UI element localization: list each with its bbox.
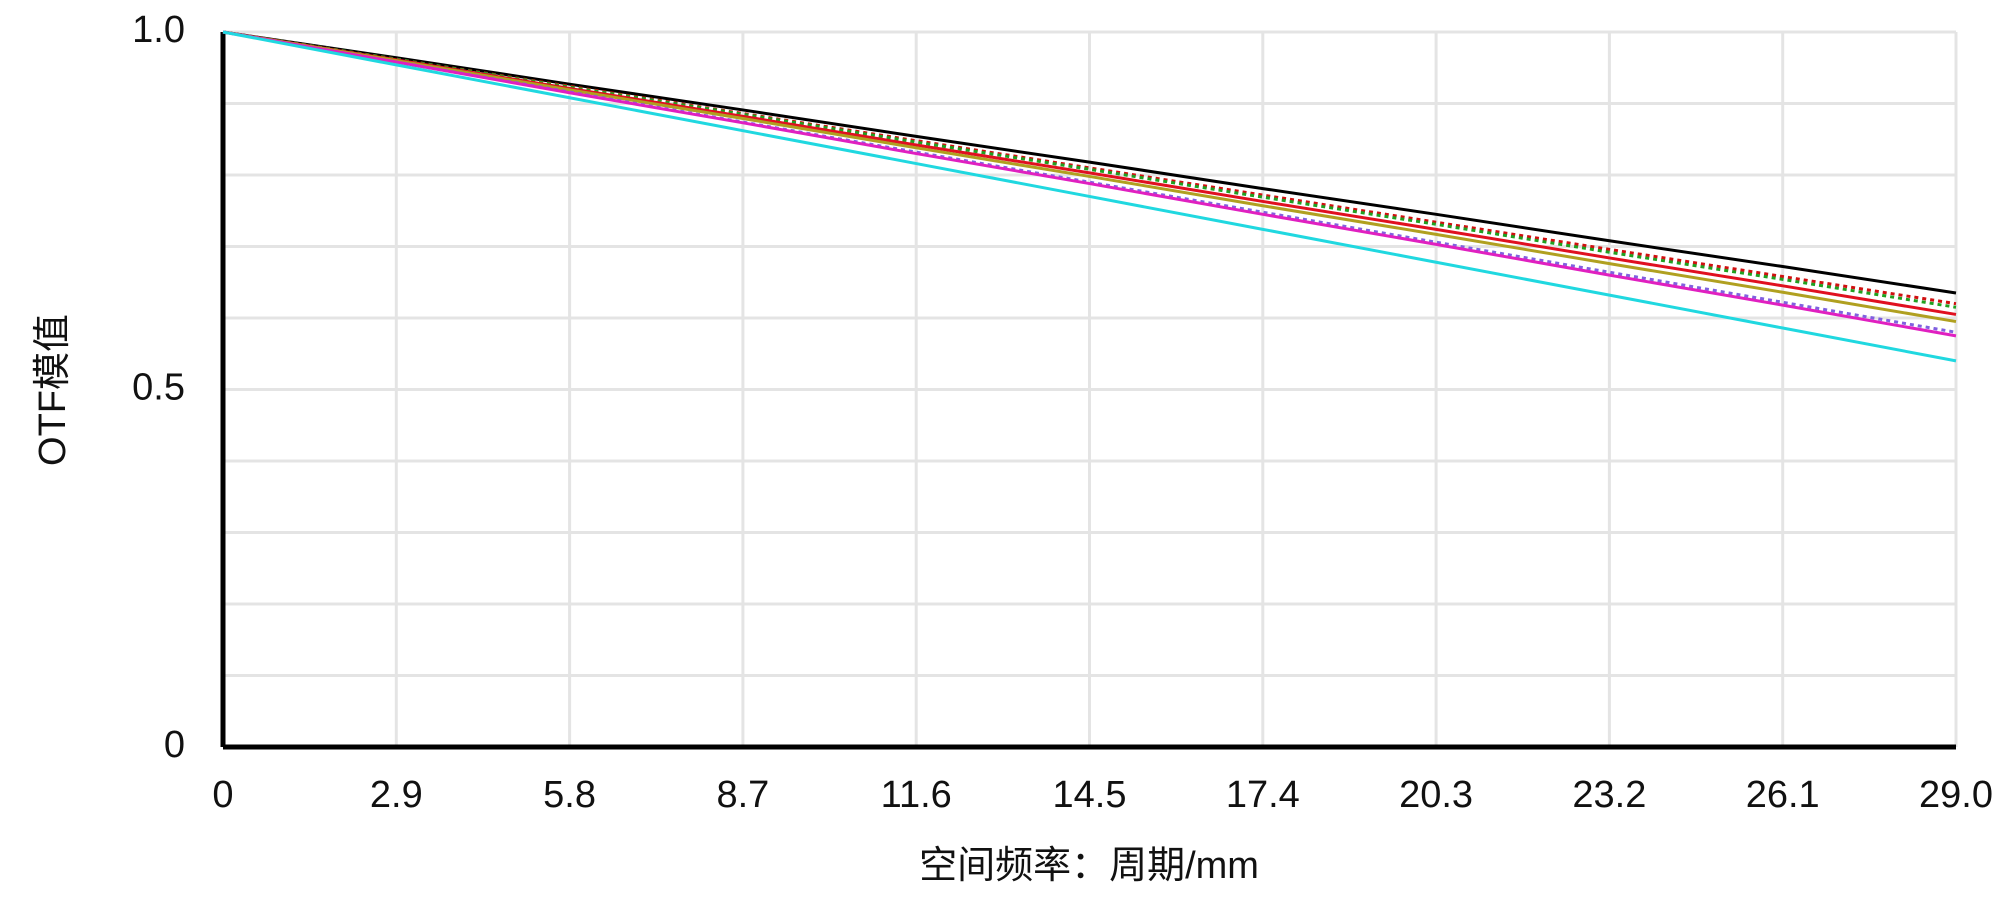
x-tick-label: 14.5 [1053,774,1127,816]
x-axis-title: 空间频率：周期/mm [919,845,1259,887]
y-tick-label: 1.0 [132,9,185,51]
x-tick-label: 2.9 [370,774,423,816]
x-tick-label: 11.6 [881,774,952,816]
x-tick-label: 5.8 [543,774,596,816]
x-tick-label: 17.4 [1226,774,1300,816]
y-tick-label: 0.5 [132,367,185,409]
series-line [222,30,1957,324]
x-tick-label: 26.1 [1746,774,1820,816]
x-tick-label: 20.3 [1399,774,1473,816]
series-line [222,30,1957,295]
x-tick-label: 8.7 [716,774,769,816]
x-tick-label: 23.2 [1572,774,1646,816]
x-tick-label: 0 [212,774,233,816]
y-axis-title: OTF模值 [32,314,74,466]
series-line [222,30,1957,363]
y-tick-label: 0 [164,724,185,766]
series-line [222,30,1957,334]
series-line [222,30,1957,338]
x-tick-label: 29.0 [1919,774,1993,816]
